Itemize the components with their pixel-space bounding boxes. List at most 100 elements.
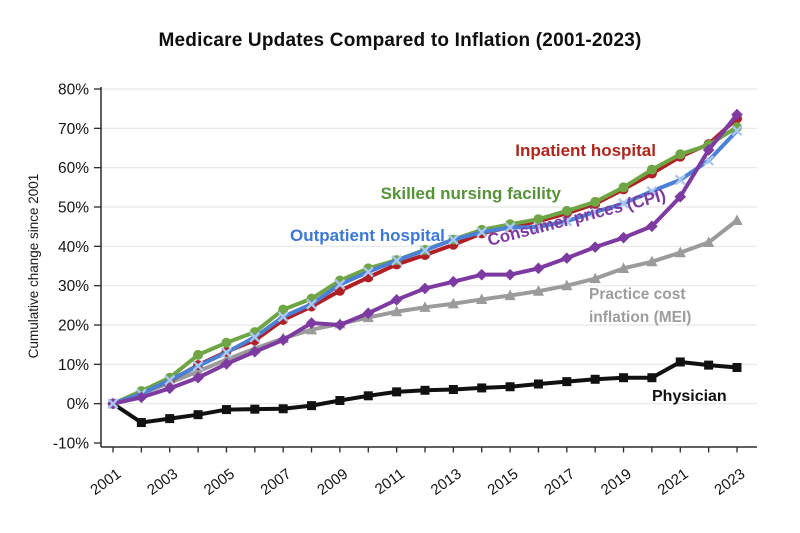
marker-circle (618, 182, 629, 193)
marker-square (562, 377, 572, 387)
marker-x (674, 174, 686, 186)
marker-x (561, 215, 573, 227)
y-tick-label: 0% (67, 396, 90, 413)
marker-diamond (419, 282, 431, 295)
marker-diamond (731, 108, 743, 121)
marker-circle (533, 214, 544, 225)
marker-triangle (476, 293, 488, 305)
chart-title: Medicare Updates Compared to Inflation (… (158, 30, 642, 51)
marker-square (732, 362, 742, 372)
y-tick-label: 20% (58, 318, 89, 335)
marker-diamond (249, 345, 261, 358)
marker-circle (193, 349, 204, 360)
marker-x (419, 244, 431, 256)
series-label-outpatient: Outpatient hospital (290, 226, 445, 245)
marker-x (277, 311, 289, 323)
marker-diamond (220, 358, 233, 370)
marker-triangle (617, 262, 630, 273)
marker-square (392, 387, 402, 397)
y-axis-title: Cumulative change since 2001 (26, 174, 41, 359)
marker-square (704, 360, 714, 370)
marker-triangle (589, 272, 601, 284)
marker-diamond (163, 382, 176, 395)
marker-triangle (731, 214, 743, 225)
marker-diamond (532, 262, 545, 275)
marker-triangle (447, 297, 459, 309)
marker-circle (646, 164, 657, 175)
marker-triangle (703, 236, 715, 247)
marker-x (391, 255, 403, 266)
marker-triangle (419, 301, 431, 312)
marker-triangle (305, 323, 318, 335)
marker-square (505, 382, 515, 392)
series-line-outpatient (111, 128, 739, 406)
marker-square (136, 418, 146, 428)
marker-x (306, 298, 317, 310)
marker-square (363, 391, 373, 401)
marker-square (307, 401, 317, 411)
marker-square (477, 383, 487, 393)
x-tick-label: 2001 (87, 465, 124, 498)
marker-circle (221, 337, 232, 348)
marker-circle (590, 196, 601, 207)
marker-x (192, 360, 204, 372)
y-tick-label: 70% (58, 121, 89, 138)
marker-diamond (504, 268, 516, 281)
marker-x (164, 374, 176, 386)
marker-x (249, 331, 261, 343)
marker-triangle (561, 279, 573, 291)
marker-square (165, 414, 175, 424)
marker-circle (278, 304, 289, 315)
marker-diamond (674, 190, 687, 203)
marker-x (533, 221, 544, 233)
marker-diamond (305, 317, 318, 329)
x-tick-label: 2013 (428, 465, 465, 498)
marker-circle (675, 149, 686, 160)
marker-x (504, 222, 516, 233)
marker-x (221, 347, 232, 358)
marker-x (731, 125, 743, 137)
x-tick-label: 2003 (144, 465, 181, 498)
marker-diamond (277, 334, 289, 346)
y-tick-label: 80% (58, 82, 89, 99)
series-label-physician: Physician (652, 388, 727, 405)
x-tick-label: 2007 (258, 465, 295, 498)
marker-x (703, 155, 715, 167)
marker-square (590, 374, 600, 384)
marker-x (476, 226, 488, 238)
marker-diamond (702, 144, 715, 156)
y-tick-label: 60% (58, 160, 89, 177)
marker-x (107, 398, 119, 410)
marker-triangle (674, 246, 686, 258)
x-tick-label: 2017 (541, 465, 578, 498)
marker-diamond (589, 241, 601, 253)
x-tick-label: 2015 (484, 465, 521, 498)
marker-x (447, 234, 459, 246)
y-tick-label: 10% (58, 357, 89, 374)
marker-diamond (447, 275, 460, 288)
marker-x (589, 206, 601, 218)
marker-diamond (390, 294, 403, 306)
marker-diamond (135, 391, 148, 404)
marker-diamond (561, 252, 573, 264)
x-tick-label: 2011 (372, 465, 408, 498)
marker-x (362, 266, 374, 278)
marker-square (619, 373, 629, 383)
y-tick-label: 30% (58, 278, 89, 295)
y-tick-label: 40% (58, 239, 89, 256)
series-label-mei: inflation (MEI) (589, 309, 691, 326)
marker-triangle (646, 255, 658, 267)
marker-diamond (646, 220, 658, 233)
marker-square (448, 385, 458, 395)
marker-diamond (334, 319, 346, 331)
marker-square (221, 405, 231, 415)
marker-square (278, 404, 288, 414)
marker-square (193, 410, 203, 420)
marker-diamond (617, 231, 630, 244)
y-tick-label: -10% (53, 436, 89, 453)
marker-diamond (362, 307, 375, 319)
marker-triangle (504, 289, 516, 301)
marker-triangle (532, 285, 545, 296)
